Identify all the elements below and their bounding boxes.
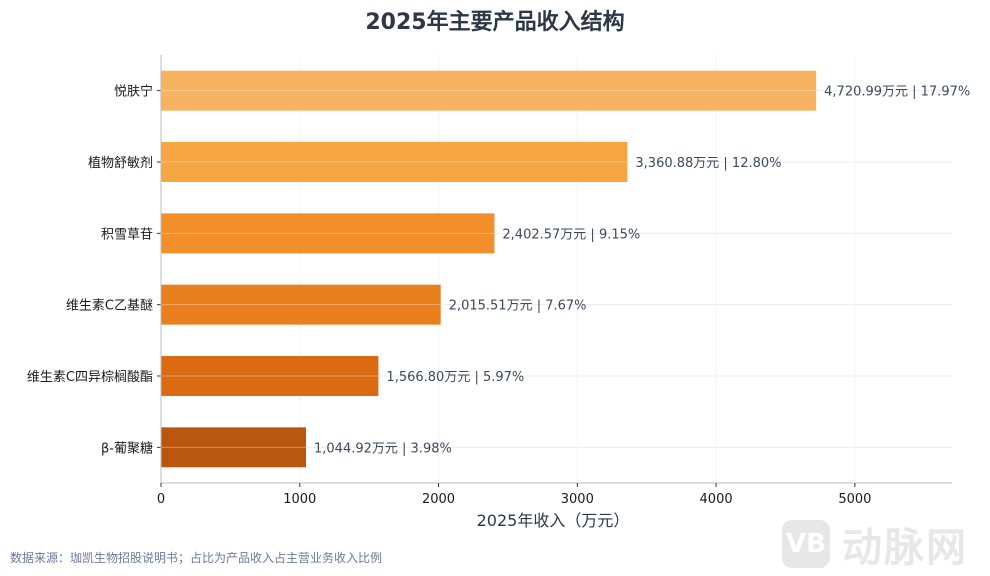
data-label: 2,015.51万元 | 7.67% <box>449 299 587 314</box>
bar <box>161 356 379 396</box>
x-tick-label: 0 <box>157 492 165 507</box>
category-label: β-葡聚糖 <box>101 440 153 456</box>
x-tick-label: 4000 <box>700 492 733 507</box>
chart-title: 2025年主要产品收入结构 <box>365 10 625 35</box>
data-label: 1,566.80万元 | 5.97% <box>386 370 524 385</box>
bar <box>161 284 441 325</box>
data-label: 1,044.92万元 | 3.98% <box>314 441 452 456</box>
x-tick-label: 3000 <box>561 492 594 507</box>
watermark: VB 动脉网 <box>782 515 968 573</box>
category-label: 植物舒敏剂 <box>88 156 153 171</box>
watermark-text: 动脉网 <box>842 525 968 571</box>
x-tick-label: 1000 <box>283 492 316 507</box>
bars <box>161 70 817 468</box>
x-tick-label: 2000 <box>422 492 455 507</box>
x-ticks: 0 1000 2000 3000 4000 5000 <box>157 483 871 507</box>
bar <box>161 70 817 111</box>
bar <box>161 142 628 182</box>
category-label: 积雪草苷 <box>101 227 153 242</box>
grid-lines <box>160 55 952 483</box>
axes <box>157 55 952 484</box>
watermark-logo-icon: VB <box>782 520 830 568</box>
data-labels: 4,720.99万元 | 17.97% 3,360.88万元 | 12.80% 2,… <box>314 85 970 457</box>
data-label: 4,720.99万元 | 17.97% <box>824 85 970 100</box>
x-axis-label: 2025年收入（万元） <box>477 511 630 530</box>
bar <box>161 213 495 254</box>
category-label: 悦肤宁 <box>114 84 153 100</box>
data-label: 3,360.88万元 | 12.80% <box>635 156 781 171</box>
bar <box>161 427 307 468</box>
category-label: 维生素C乙基醚 <box>66 299 153 314</box>
category-label: 维生素C四异棕榈酸酯 <box>27 370 153 385</box>
x-tick-label: 5000 <box>838 492 871 507</box>
data-label: 2,402.57万元 | 9.15% <box>502 227 640 242</box>
source-note: 数据来源：珈凯生物招股说明书；占比为产品收入占主营业务收入比例 <box>10 551 383 565</box>
